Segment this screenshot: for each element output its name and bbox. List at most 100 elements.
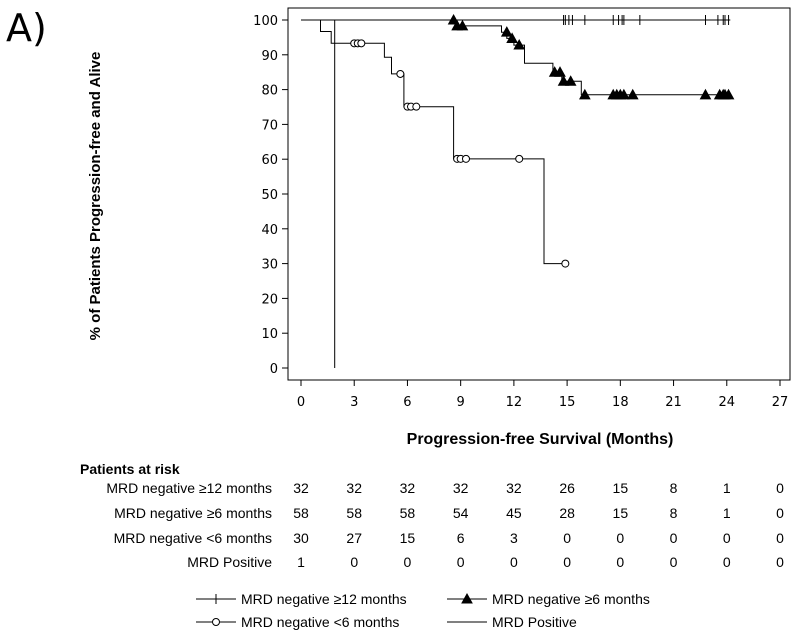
- x-tick-label: 12: [506, 395, 523, 410]
- series-line-mrd-positive: [301, 19, 336, 368]
- y-tick-label: 10: [261, 327, 278, 342]
- chart-axes: 0 10 20 30 40 50 60 70 80 90 100 0 3 6 9 12 15 18 21 24 27: [253, 7, 791, 410]
- risk-cell: 15: [399, 530, 416, 546]
- x-tick-label: 15: [559, 395, 576, 410]
- risk-cell: 32: [452, 480, 469, 496]
- risk-cell: 0: [722, 530, 731, 546]
- risk-cell: 32: [346, 480, 362, 496]
- censor-marker-mrd-negative-6-months: [515, 154, 524, 163]
- risk-cell: 58: [293, 505, 309, 521]
- risk-cell: 1: [722, 480, 731, 496]
- risk-cell: 15: [612, 505, 629, 521]
- y-tick-label: 70: [261, 118, 278, 133]
- y-tick-label: 40: [261, 223, 278, 238]
- risk-cell: 58: [346, 505, 362, 521]
- y-tick-label: 0: [270, 362, 278, 377]
- x-tick-label: 21: [665, 395, 682, 410]
- x-tick-label: 18: [612, 395, 629, 410]
- risk-cell: 0: [722, 554, 731, 570]
- risk-cell: 8: [669, 480, 678, 496]
- x-axis-label: Progression-free Survival (Months): [407, 431, 674, 448]
- risk-cell: 1: [297, 554, 305, 570]
- risk-cell: 28: [559, 505, 575, 521]
- risk-cell: 26: [559, 480, 575, 496]
- censor-marker-mrd-negative-6-months: [699, 88, 712, 100]
- y-tick-label: 50: [261, 188, 278, 203]
- x-tick-label: 6: [403, 395, 411, 410]
- risk-cell: 15: [612, 480, 629, 496]
- risk-cell: 0: [616, 554, 625, 570]
- censor-marker-mrd-negative-6-months: [554, 66, 566, 77]
- plot-markers: [350, 13, 735, 268]
- x-tick-label: 9: [457, 395, 465, 410]
- series-line-mrd-negative-6-months: [301, 19, 731, 96]
- censor-marker-mrd-negative-6-months: [561, 259, 570, 268]
- risk-cell: 3: [509, 530, 518, 546]
- x-tick-label: 3: [350, 395, 358, 410]
- legend-marker-mrd-negative-6-months: [212, 618, 220, 626]
- censor-marker-mrd-negative-6-months: [557, 75, 570, 86]
- y-axis-label: % of Patients Progression-free and Alive: [87, 52, 104, 341]
- risk-cell: 0: [563, 554, 571, 570]
- risk-cell: 27: [346, 530, 362, 546]
- y-tick-label: 100: [253, 14, 278, 29]
- risk-cell: 54: [452, 505, 469, 521]
- censor-marker-mrd-negative-6-months: [618, 88, 630, 100]
- risk-cell: 0: [776, 530, 784, 546]
- risk-cell: 0: [456, 554, 465, 570]
- risk-cell: 58: [399, 505, 416, 521]
- risk-cell: 8: [669, 505, 678, 521]
- y-tick-label: 80: [261, 84, 278, 99]
- risk-cell: 6: [456, 530, 465, 546]
- legend-marker-mrd-negative-6-months: [461, 592, 473, 604]
- y-tick-label: 60: [261, 153, 278, 168]
- risk-cell: 45: [506, 505, 522, 521]
- censor-marker-mrd-negative-6-months: [357, 39, 366, 48]
- risk-row-label: MRD Positive: [187, 554, 272, 570]
- risk-cell: 0: [669, 530, 678, 546]
- legend-label-mrd-negative-6-months: MRD negative <6 months: [241, 614, 399, 630]
- risk-cell: 30: [293, 530, 309, 546]
- censor-marker-mrd-negative-6-months: [412, 102, 421, 111]
- series-line-mrd-negative-6-months: [301, 19, 566, 265]
- risk-row-label: MRD negative <6 months: [113, 530, 272, 546]
- legend-label-mrd-negative-6-months: MRD negative ≥6 months: [492, 591, 650, 607]
- risk-cell: 0: [509, 554, 518, 570]
- risk-cell: 32: [399, 480, 416, 496]
- censor-marker-mrd-negative-6-months: [456, 19, 469, 31]
- censor-marker-mrd-negative-6-months: [564, 75, 577, 86]
- y-tick-label: 20: [261, 292, 278, 307]
- risk-cell: 0: [350, 554, 359, 570]
- risk-cell: 0: [669, 554, 678, 570]
- censor-marker-mrd-negative-6-months: [722, 88, 735, 100]
- legend-label-mrd-positive: MRD Positive: [492, 614, 577, 630]
- risk-row-label: MRD negative ≥6 months: [114, 505, 272, 521]
- y-tick-label: 90: [261, 49, 278, 64]
- censor-marker-mrd-negative-6-months: [447, 13, 460, 25]
- risk-cell: 0: [776, 505, 784, 521]
- x-tick-label: 27: [772, 395, 789, 410]
- censor-marker-mrd-negative-6-months: [461, 154, 470, 163]
- risk-row-label: MRD negative ≥12 months: [106, 480, 272, 496]
- censor-marker-mrd-negative-6-months: [500, 26, 513, 37]
- panel-label: A): [6, 6, 47, 50]
- risk-cell: 1: [722, 505, 731, 521]
- plot-frame: [287, 7, 791, 381]
- censor-marker-mrd-negative-6-months: [626, 88, 639, 100]
- censor-marker-mrd-negative-6-months: [506, 32, 518, 43]
- risk-cell: 0: [776, 480, 784, 496]
- x-tick-label: 24: [719, 395, 736, 410]
- censor-marker-mrd-negative-6-months: [396, 69, 405, 78]
- y-tick-label: 30: [261, 258, 278, 273]
- risk-table-title: Patients at risk: [80, 461, 180, 477]
- plot-lines: [301, 19, 731, 368]
- risk-cell: 32: [293, 480, 309, 496]
- risk-cell: 0: [563, 530, 571, 546]
- legend: MRD negative ≥12 months MRD negative ≥6 m…: [196, 591, 650, 630]
- risk-cell: 0: [403, 554, 412, 570]
- censor-marker-mrd-negative-6-months: [579, 88, 591, 100]
- legend-label-mrd-negative-12-months: MRD negative ≥12 months: [241, 591, 407, 607]
- x-tick-label: 0: [297, 395, 305, 410]
- censor-marker-mrd-negative-6-months: [513, 39, 526, 50]
